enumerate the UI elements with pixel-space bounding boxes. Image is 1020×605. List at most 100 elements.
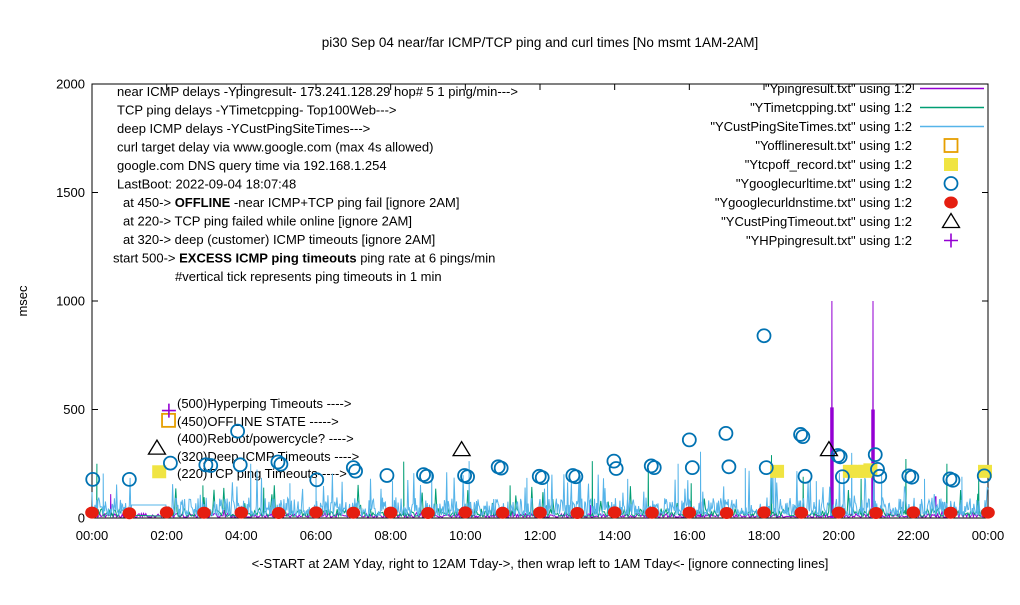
filled-circle-marker — [458, 506, 473, 519]
filled-circle-marker — [757, 506, 771, 519]
y-tick-label: 1000 — [56, 294, 85, 309]
open-circle-marker — [379, 468, 395, 483]
filled-circle-marker — [719, 507, 734, 520]
open-circle-marker — [904, 469, 920, 485]
open-circle-marker — [832, 449, 848, 465]
open-circle-marker — [493, 460, 509, 476]
filled-square-marker — [978, 464, 993, 478]
annotation-label: (400)Reboot/powercycle? ----> — [177, 431, 354, 446]
filled-circle-marker — [943, 506, 958, 519]
legend-label: "YTimetcpping.txt" using 1:2 — [750, 100, 912, 115]
x-tick-label: 12:00 — [524, 528, 557, 543]
info-line: at 220-> TCP ping failed while online [i… — [123, 214, 412, 229]
filled-circle-marker — [495, 506, 510, 519]
open-circle-marker — [867, 447, 883, 463]
info-text-block: near ICMP delays -Ypingresult- 173.241.1… — [113, 84, 518, 284]
x-tick-label: 18:00 — [748, 528, 781, 543]
open-circle-marker — [943, 176, 959, 191]
open-circle-marker — [718, 425, 734, 441]
info-line: curl target delay via www.google.com (ma… — [117, 140, 433, 155]
series-Ytcpoff_record — [152, 463, 993, 479]
open-circle-marker — [232, 457, 248, 473]
open-circle-marker — [608, 461, 624, 476]
open-circle-marker — [681, 432, 697, 448]
filled-circle-marker — [570, 507, 585, 520]
open-circle-marker — [419, 468, 434, 484]
info-line: #vertical tick represents ping timeouts … — [175, 269, 442, 284]
open-circle-marker — [162, 455, 178, 471]
x-axis-label: <-START at 2AM Yday, right to 12AM Tday-… — [252, 556, 829, 571]
x-tick-label: 00:00 — [76, 528, 109, 543]
legend-label: "YCustPingSiteTimes.txt" using 1:2 — [710, 119, 912, 134]
filled-circle-marker — [383, 506, 398, 519]
x-tick-label: 04:00 — [225, 528, 258, 543]
y-tick-label: 0 — [78, 511, 85, 526]
x-tick-label: 02:00 — [150, 528, 183, 543]
filled-circle-marker — [607, 506, 622, 519]
series-YCustPingTimeout — [147, 438, 839, 457]
open-circle-marker — [684, 460, 700, 476]
open-circle-marker — [756, 328, 772, 344]
annotation-label: (450)OFFLINE STATE -----> — [177, 414, 339, 429]
info-line: at 450-> OFFLINE -near ICMP+TCP ping fai… — [123, 195, 459, 210]
open-circle-marker — [976, 468, 992, 484]
info-line-part: -near ICMP+TCP ping fail [ignore 2AM] — [230, 195, 459, 210]
open-square-marker — [943, 138, 959, 153]
open-circle-marker — [721, 459, 737, 475]
legend-label: "YCustPingTimeout.txt" using 1:2 — [721, 214, 912, 229]
open-triangle-marker — [819, 440, 839, 457]
x-tick-label: 16:00 — [673, 528, 706, 543]
open-circle-marker — [273, 456, 289, 472]
series-Ygooglecurldnstime — [85, 506, 995, 520]
info-line: TCP ping delays -YTimetcpping- Top100Web… — [117, 103, 397, 118]
x-tick-label: 10:00 — [449, 528, 482, 543]
open-circle-marker — [121, 471, 137, 487]
x-tick-label: 22:00 — [897, 528, 930, 543]
filled-circle-marker — [682, 506, 697, 519]
legend-label: "Yofflineresult.txt" using 1:2 — [755, 138, 912, 153]
filled-circle-marker — [533, 506, 547, 519]
open-circle-marker — [870, 461, 885, 477]
info-line-part: OFFLINE — [175, 195, 231, 210]
open-circle-marker — [758, 460, 774, 476]
filled-circle-marker — [981, 506, 995, 519]
info-line: near ICMP delays -Ypingresult- 173.241.1… — [117, 84, 518, 99]
annotation-label: (320)Deep ICMP Timeouts ----> — [177, 449, 359, 464]
legend: "Ypingresult.txt" using 1:2 "YTimetcppin… — [710, 81, 912, 248]
annotation-label: (500)Hyperping Timeouts ----> — [177, 396, 351, 411]
open-circle-marker — [606, 453, 622, 469]
open-circle-marker — [460, 469, 475, 485]
filled-circle-marker — [159, 506, 174, 519]
info-line: LastBoot: 2022-09-04 18:07:48 — [117, 177, 296, 192]
filled-circle-marker — [346, 506, 361, 519]
series-YHPpingresult — [161, 403, 176, 418]
filled-circle-marker — [421, 507, 435, 520]
filled-circle-marker — [869, 507, 883, 520]
x-tick-label: 08:00 — [374, 528, 407, 543]
open-triangle-marker — [451, 440, 472, 457]
filled-circle-marker — [122, 507, 137, 520]
open-circle-marker — [270, 454, 286, 470]
legend-label: "Ytcpoff_record.txt" using 1:2 — [745, 157, 912, 172]
annotation-label: (220)TCP ping Timeouts-----> — [177, 466, 347, 481]
open-circle-marker — [835, 469, 850, 485]
legend-markers — [920, 87, 984, 248]
x-tick-label: 20:00 — [822, 528, 855, 543]
filled-square-marker — [152, 465, 167, 479]
data-layer — [85, 300, 995, 520]
open-circle-marker — [230, 423, 246, 439]
plus-marker — [161, 403, 176, 418]
open-circle-marker — [309, 472, 325, 488]
info-line-part: ping rate at 6 pings/min — [357, 251, 496, 266]
chart-title: pi30 Sep 04 near/far ICMP/TCP ping and c… — [322, 35, 758, 50]
filled-circle-marker — [309, 506, 323, 519]
open-triangle-marker — [941, 212, 961, 229]
open-circle-marker — [795, 429, 811, 445]
y-tick-label: 2000 — [56, 77, 85, 92]
open-circle-marker — [872, 468, 888, 484]
open-circle-marker — [348, 463, 363, 479]
open-circle-marker — [85, 471, 101, 487]
filled-circle-marker — [234, 506, 249, 519]
